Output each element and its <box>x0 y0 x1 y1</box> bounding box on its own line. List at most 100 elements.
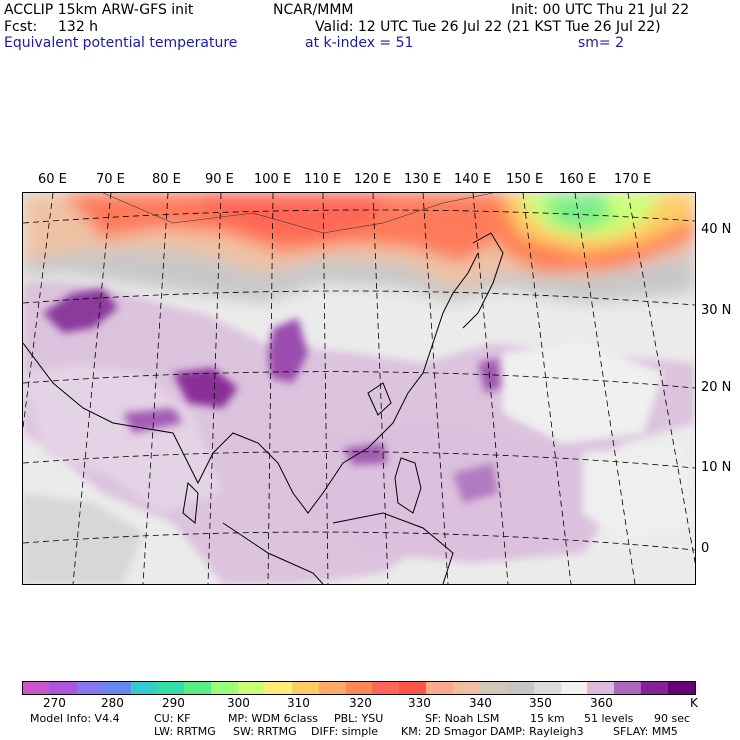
sri-lanka-coast <box>182 481 199 524</box>
colorbar-label: 350 <box>529 696 552 710</box>
tropical-field <box>23 280 695 584</box>
colorbar-label: 330 <box>408 696 431 710</box>
colorbar-swatch <box>76 682 104 694</box>
meridian-line <box>372 193 389 584</box>
forecast-hours: 132 h <box>58 19 99 35</box>
meridian-line <box>23 193 54 431</box>
colorbar-swatch <box>184 682 212 694</box>
colorbar-label: 360 <box>590 696 613 710</box>
colorbar-label: 310 <box>287 696 310 710</box>
lat-label: 10 N <box>701 460 732 475</box>
graticule <box>23 193 695 584</box>
colorbar-swatch <box>614 682 642 694</box>
colorbar-swatch <box>291 682 319 694</box>
colorbar-swatch <box>453 682 480 694</box>
meridian-line <box>267 193 274 584</box>
footer-sflay: SFLAY: MM5 <box>613 725 678 738</box>
footer-timestep: 90 sec <box>654 712 691 725</box>
lon-label: 110 E <box>304 172 342 187</box>
colorbar-swatch <box>506 682 534 694</box>
colorbar-swatch <box>560 682 588 694</box>
meridian-line <box>574 193 636 584</box>
colorbar-swatch <box>426 682 453 694</box>
map-field <box>23 193 695 584</box>
meridian-line <box>422 193 449 584</box>
lat-label: 30 N <box>701 303 732 318</box>
lon-label: 150 E <box>506 172 544 187</box>
colorbar-swatch <box>641 682 668 694</box>
meridian-line <box>322 193 329 584</box>
parallel-line <box>23 451 695 469</box>
borneo-coast <box>332 512 454 584</box>
footer-levels: 51 levels <box>584 712 634 725</box>
colorbar-unit: K <box>690 696 698 710</box>
colorbar-swatch <box>157 682 185 694</box>
colorbar-swatch <box>49 682 77 694</box>
meridian-line <box>522 193 572 584</box>
meridian-line <box>627 193 695 565</box>
midlatitude-band <box>23 193 695 303</box>
level-info: at k-index = 51 <box>305 35 414 51</box>
footer-cu: CU: KF <box>154 712 191 725</box>
coastlines <box>23 193 504 584</box>
colorbar-swatch <box>399 682 427 694</box>
smoothing-info: sm= 2 <box>578 35 625 51</box>
meridian-line <box>142 193 169 584</box>
footer-sw: SW: RRTMG <box>233 725 297 738</box>
colorbar-swatch <box>533 682 561 694</box>
philippines-coast <box>394 457 422 514</box>
colorbar-swatch <box>103 682 131 694</box>
colorbar-swatch <box>479 682 507 694</box>
lon-label: 170 E <box>614 172 652 187</box>
meridian-line <box>472 193 509 584</box>
colorbar-swatch <box>211 682 238 694</box>
parallel-line <box>23 531 695 551</box>
lon-label: 80 E <box>152 172 181 187</box>
lon-label: 70 E <box>96 172 125 187</box>
lat-label: 20 N <box>701 380 732 395</box>
footer-pbl: PBL: YSU <box>334 712 384 725</box>
lat-label: 0 <box>701 541 710 556</box>
footer-sf: SF: Noah LSM <box>425 712 500 725</box>
org-title: NCAR/MMM <box>273 2 354 18</box>
model-title: ACCLIP 15km ARW-GFS init <box>4 2 194 18</box>
mainland-coast <box>23 252 479 514</box>
colorbar-swatch <box>345 682 373 694</box>
lon-label: 100 E <box>254 172 292 187</box>
colorbar-swatch <box>318 682 346 694</box>
colorbar-swatch <box>372 682 400 694</box>
colorbar-swatch <box>587 682 615 694</box>
country-border <box>102 193 494 234</box>
colorbar-label: 300 <box>227 696 250 710</box>
colorbar-swatch <box>130 682 158 694</box>
field-name: Equivalent potential temperature <box>4 35 238 51</box>
footer-km: KM: 2D Smagor <box>401 725 487 738</box>
lon-label: 160 E <box>559 172 597 187</box>
footer-mp: MP: WDM 6class <box>228 712 318 725</box>
colorbar-swatch <box>264 682 292 694</box>
colorbar <box>22 681 696 695</box>
colorbar-swatch <box>238 682 265 694</box>
meridian-line <box>72 193 112 584</box>
forecast-label: Fcst: <box>4 19 38 35</box>
footer-diff: DIFF: simple <box>311 725 379 738</box>
colorbar-label: 280 <box>101 696 124 710</box>
lon-label: 60 E <box>38 172 67 187</box>
parallel-line <box>23 290 695 306</box>
init-time: Init: 00 UTC Thu 21 Jul 22 <box>511 2 690 18</box>
sumatra-coast <box>222 522 324 584</box>
lon-label: 130 E <box>404 172 442 187</box>
parallel-line <box>23 371 695 389</box>
meridian-line <box>207 193 222 584</box>
colorbar-label: 270 <box>43 696 66 710</box>
parallel-line <box>23 209 695 224</box>
lon-label: 140 E <box>454 172 492 187</box>
footer-lw: LW: RRTMG <box>154 725 216 738</box>
high-theta-cores <box>43 288 501 503</box>
colorbar-label: 340 <box>469 696 492 710</box>
lon-label: 90 E <box>205 172 234 187</box>
lat-label: 40 N <box>701 222 732 237</box>
footer-damp: DAMP: Rayleigh3 <box>490 725 584 738</box>
colorbar-swatch <box>668 682 695 694</box>
colorbar-label: 290 <box>162 696 185 710</box>
